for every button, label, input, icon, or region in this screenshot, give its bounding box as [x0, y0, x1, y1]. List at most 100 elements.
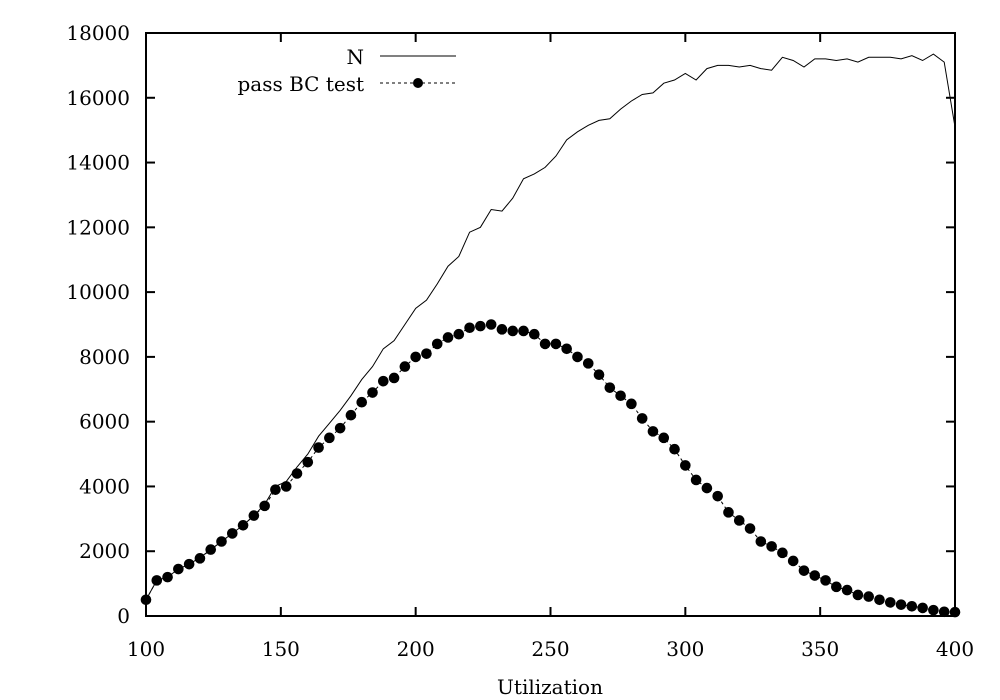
- data-point: [421, 348, 432, 359]
- data-point: [518, 325, 529, 337]
- data-point: [809, 570, 821, 581]
- data-point: [690, 474, 702, 486]
- data-point: [216, 536, 227, 547]
- data-point: [798, 565, 810, 576]
- data-point: [658, 432, 670, 444]
- data-point: [550, 338, 562, 350]
- legend: N pass BC test: [237, 45, 456, 96]
- data-point: [636, 413, 648, 424]
- data-point: [399, 361, 411, 372]
- data-point: [324, 432, 335, 444]
- x-tick-label: 250: [531, 637, 569, 661]
- axis-ticks: 100 150 200 250 300 350 4000200040006000800010…: [66, 21, 974, 661]
- series-layer: [140, 53, 961, 618]
- data-point: [334, 422, 346, 434]
- data-point: [723, 507, 734, 518]
- data-point: [820, 575, 831, 586]
- data-point: [194, 553, 206, 564]
- y-tick-label: 16000: [66, 86, 130, 110]
- data-point: [766, 541, 777, 552]
- data-point: [453, 328, 465, 340]
- legend-label-n: N: [347, 45, 365, 69]
- data-point: [884, 597, 896, 608]
- data-point: [831, 581, 842, 593]
- data-point: [787, 555, 799, 567]
- data-point: [183, 558, 195, 570]
- data-point: [173, 563, 184, 575]
- x-tick-label: 100: [127, 637, 165, 661]
- data-point: [464, 322, 475, 334]
- y-tick-label: 10000: [66, 280, 130, 304]
- series-line-n: [145, 53, 956, 601]
- data-point: [852, 589, 864, 601]
- data-point: [367, 387, 378, 398]
- data-point: [647, 426, 659, 437]
- data-point: [917, 602, 928, 614]
- data-point: [345, 409, 357, 421]
- data-point: [744, 523, 756, 534]
- data-point: [755, 536, 767, 547]
- data-point: [604, 382, 616, 393]
- x-tick-label: 400: [936, 637, 974, 661]
- data-point: [895, 599, 907, 610]
- data-point: [561, 343, 572, 355]
- data-point: [356, 396, 368, 408]
- data-point: [539, 338, 551, 350]
- data-point: [270, 484, 281, 495]
- y-tick-label: 12000: [66, 215, 130, 239]
- data-point: [475, 320, 486, 332]
- data-point: [680, 460, 691, 471]
- data-point: [928, 604, 939, 616]
- data-point: [874, 594, 885, 606]
- data-point: [777, 547, 788, 559]
- data-point: [226, 528, 238, 539]
- data-point: [593, 369, 605, 381]
- x-axis-label: Utilization: [497, 675, 603, 699]
- data-point: [626, 398, 637, 410]
- x-tick-label: 350: [801, 637, 839, 661]
- y-tick-label: 2000: [79, 539, 130, 563]
- data-point: [162, 571, 173, 583]
- data-point: [496, 324, 508, 335]
- data-point: [572, 351, 583, 363]
- data-point: [259, 500, 270, 512]
- data-point: [442, 332, 454, 343]
- data-point: [615, 390, 626, 402]
- y-tick-label: 6000: [79, 410, 130, 434]
- y-tick-label: 18000: [66, 21, 130, 45]
- data-point: [733, 515, 745, 526]
- data-point: [485, 319, 497, 330]
- data-point: [841, 584, 853, 596]
- y-tick-label: 14000: [66, 151, 130, 175]
- data-point: [151, 575, 163, 586]
- data-point: [669, 443, 680, 455]
- data-point: [906, 600, 918, 612]
- data-point: [863, 591, 875, 602]
- legend-marker-pass-bc-test: [413, 78, 423, 88]
- y-tick-label: 8000: [79, 345, 130, 369]
- x-tick-label: 300: [666, 637, 704, 661]
- data-point: [712, 490, 723, 502]
- y-tick-label: 4000: [79, 474, 130, 498]
- data-point: [938, 606, 950, 618]
- x-tick-label: 150: [262, 637, 300, 661]
- data-point: [237, 520, 249, 531]
- y-tick-label: 0: [117, 604, 130, 628]
- data-point: [378, 375, 389, 387]
- data-point: [410, 351, 421, 363]
- data-point: [582, 358, 594, 369]
- x-tick-label: 200: [397, 637, 435, 661]
- data-point: [388, 372, 400, 384]
- data-point: [280, 481, 292, 492]
- data-point: [431, 338, 443, 350]
- series-line-pass-bc-test: [145, 323, 956, 613]
- data-point: [313, 442, 324, 453]
- data-point: [529, 328, 540, 340]
- data-point: [291, 468, 303, 479]
- data-point: [205, 544, 217, 555]
- data-point: [701, 482, 713, 494]
- legend-label-pass-bc-test: pass BC test: [237, 72, 364, 96]
- data-point: [248, 510, 260, 521]
- data-point: [302, 456, 314, 468]
